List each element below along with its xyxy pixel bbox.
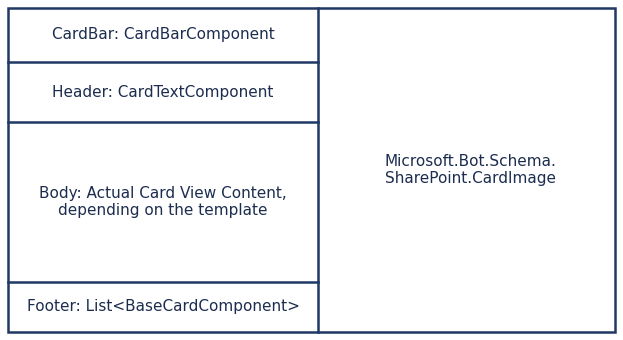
Text: Body: Actual Card View Content,
depending on the template: Body: Actual Card View Content, dependin…	[39, 186, 287, 218]
Text: Footer: List<BaseCardComponent>: Footer: List<BaseCardComponent>	[27, 300, 300, 315]
Text: Microsoft.Bot.Schema.
SharePoint.CardImage: Microsoft.Bot.Schema. SharePoint.CardIma…	[384, 154, 556, 186]
Text: CardBar: CardBarComponent: CardBar: CardBarComponent	[52, 28, 274, 42]
Text: Header: CardTextComponent: Header: CardTextComponent	[52, 85, 273, 100]
